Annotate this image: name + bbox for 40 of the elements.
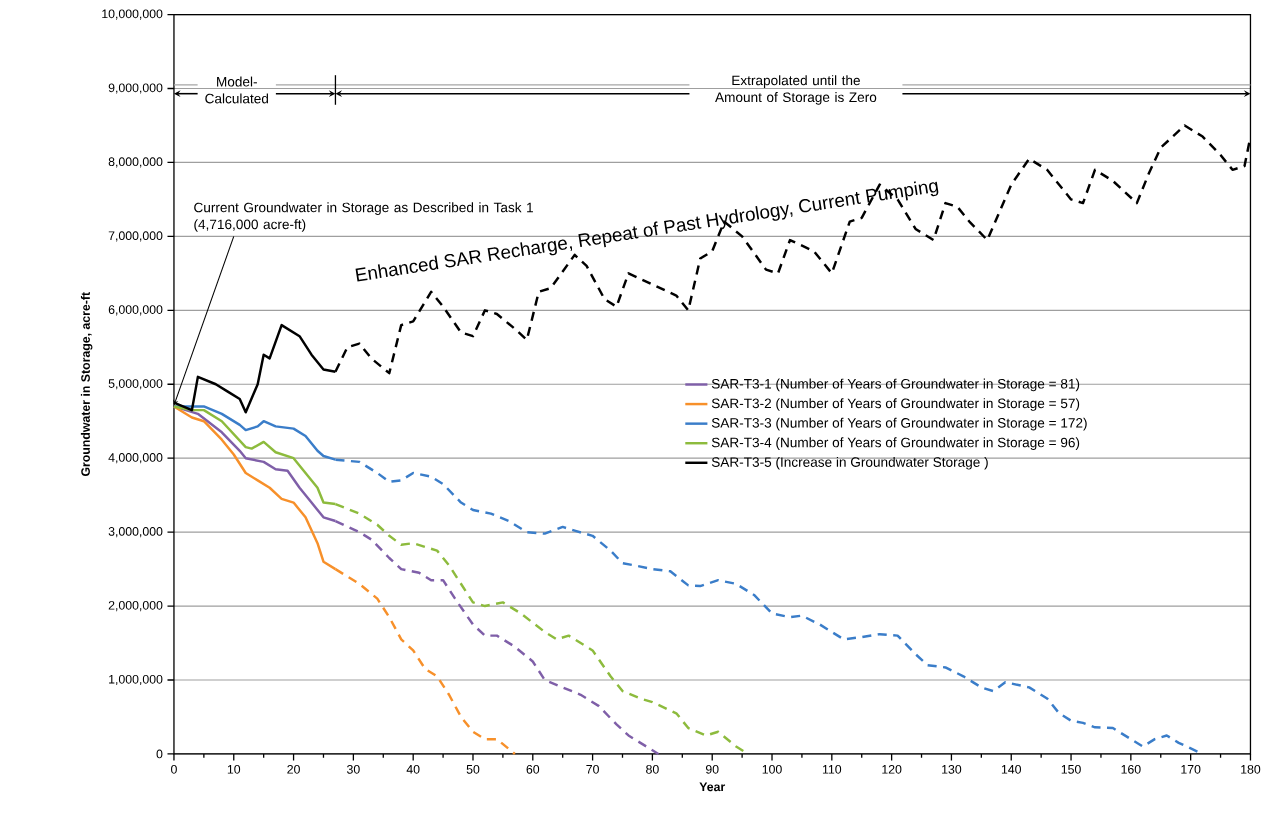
x-tick-label: 140 [1001, 764, 1022, 774]
x-tick-label: 100 [762, 764, 782, 774]
legend-label: SAR-T3-3 (Number of Years of Groundwater in Storage = 172) [711, 417, 1087, 431]
x-tick-label: 30 [347, 764, 360, 774]
y-tick-label: 7,000,000 [108, 231, 163, 242]
legend-label: SAR-T3-2 (Number of Years of Groundwater in Storage = 57) [711, 398, 1080, 411]
x-tick-label: 70 [586, 764, 599, 774]
y-tick-label: 3,000,000 [108, 527, 163, 538]
y-tick-label: 6,000,000 [108, 305, 163, 316]
x-tick-label: 40 [406, 764, 420, 774]
x-tick-label: 130 [942, 764, 962, 774]
annotation: Model-Calculated [205, 76, 268, 104]
y-tick-label: 1,000,000 [109, 674, 163, 686]
x-tick-label: 20 [287, 764, 300, 774]
x-tick-label: 110 [822, 764, 842, 774]
legend-label: SAR-T3-1 (Number of Years of Groundwater in Storage = 81) [711, 378, 1080, 392]
x-tick-label: 90 [705, 764, 719, 774]
y-tick-label: 9,000,000 [108, 83, 163, 94]
y-tick-label: 10,000,000 [102, 9, 163, 20]
x-tick-label: 10 [227, 764, 241, 774]
x-tick-label: 180 [1241, 764, 1261, 774]
y-tick-label: 4,000,000 [108, 453, 163, 464]
x-axis-title: Year [699, 782, 726, 792]
y-tick-label: 2,000,000 [108, 600, 163, 612]
y-axis-title: Groundwater in Storage, acre-ft [80, 292, 93, 477]
annotation: Current Groundwater in Storage as Described in Task 1 (4,716,000 acre-ft) [194, 202, 533, 232]
y-tick-label: 5,000,000 [108, 379, 163, 390]
x-tick-label: 150 [1061, 764, 1081, 774]
y-tick-label: 8,000,000 [108, 157, 163, 168]
x-tick-label: 60 [526, 764, 540, 774]
legend-label: SAR-T3-5 (Increase in Groundwater Storage ) [711, 456, 988, 470]
x-tick-label: 160 [1121, 764, 1141, 774]
x-tick-label: 170 [1181, 764, 1201, 774]
x-tick-label: 120 [882, 764, 902, 774]
legend-label: SAR-T3-4 (Number of Years of Groundwater in Storage = 96) [711, 437, 1080, 450]
x-tick-label: 50 [466, 764, 480, 774]
x-tick-label: 80 [646, 764, 659, 774]
x-tick-label: 0 [171, 764, 177, 774]
annotation: Extrapolated until the Amount of Storage is Zero [715, 75, 877, 105]
y-tick-label: 0 [156, 749, 163, 759]
